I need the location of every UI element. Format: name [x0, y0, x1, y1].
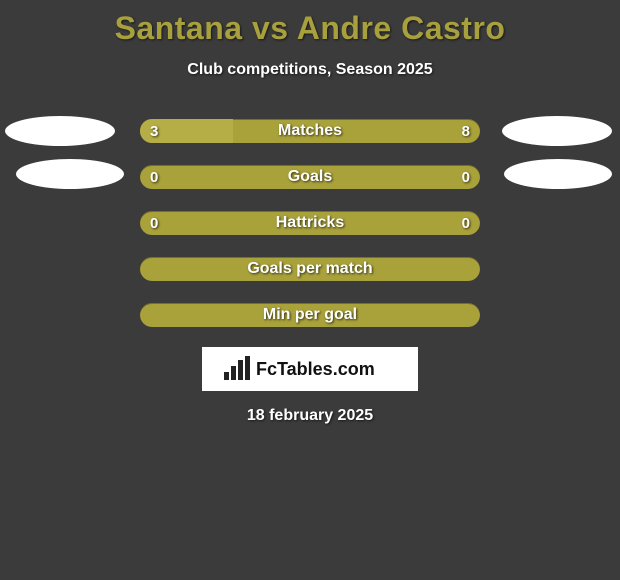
- player-avatar-right: [502, 116, 612, 146]
- footer-date: 18 february 2025: [0, 407, 620, 425]
- stat-row: 38Matches: [0, 109, 620, 155]
- player-avatar-left: [16, 159, 124, 189]
- stat-bar: Goals per match: [140, 257, 480, 281]
- stat-label: Min per goal: [140, 303, 480, 327]
- stat-row: Goals per match: [0, 247, 620, 293]
- stat-bar: 00Hattricks: [140, 211, 480, 235]
- stat-bar: 00Goals: [140, 165, 480, 189]
- logo-text: FcTables.com: [256, 359, 375, 379]
- stat-row: 00Goals: [0, 155, 620, 201]
- stat-label: Goals per match: [140, 257, 480, 281]
- stat-label: Matches: [140, 119, 480, 143]
- fctables-logo: FcTables.com: [202, 347, 418, 391]
- stat-row: 00Hattricks: [0, 201, 620, 247]
- stat-bar: Min per goal: [140, 303, 480, 327]
- player-avatar-left: [5, 116, 115, 146]
- page-title: Santana vs Andre Castro: [0, 0, 620, 47]
- player-avatar-right: [504, 159, 612, 189]
- stat-label: Goals: [140, 165, 480, 189]
- stat-row: Min per goal: [0, 293, 620, 339]
- stat-bar: 38Matches: [140, 119, 480, 143]
- stats-rows: 38Matches 00Goals 00Hattricks Goals per …: [0, 109, 620, 339]
- stat-label: Hattricks: [140, 211, 480, 235]
- page-subtitle: Club competitions, Season 2025: [0, 61, 620, 79]
- logo-bars-icon: [224, 356, 250, 380]
